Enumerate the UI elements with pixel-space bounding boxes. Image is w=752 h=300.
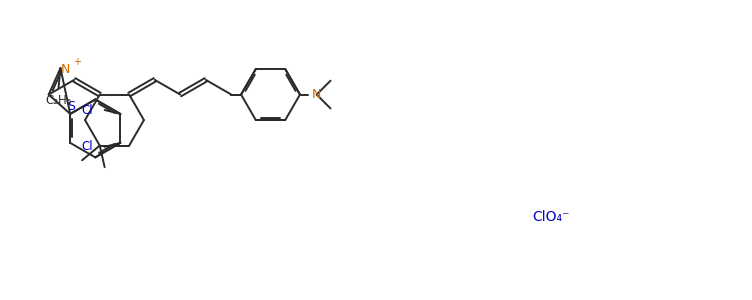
Text: Cl: Cl — [81, 140, 93, 153]
Text: Cl: Cl — [81, 103, 93, 116]
Text: S: S — [67, 100, 75, 112]
Text: +: + — [73, 57, 81, 67]
Text: N: N — [312, 88, 321, 101]
Text: N: N — [61, 63, 70, 76]
Text: ClO₄⁻: ClO₄⁻ — [532, 210, 569, 224]
Text: C₂H₅: C₂H₅ — [45, 94, 71, 107]
